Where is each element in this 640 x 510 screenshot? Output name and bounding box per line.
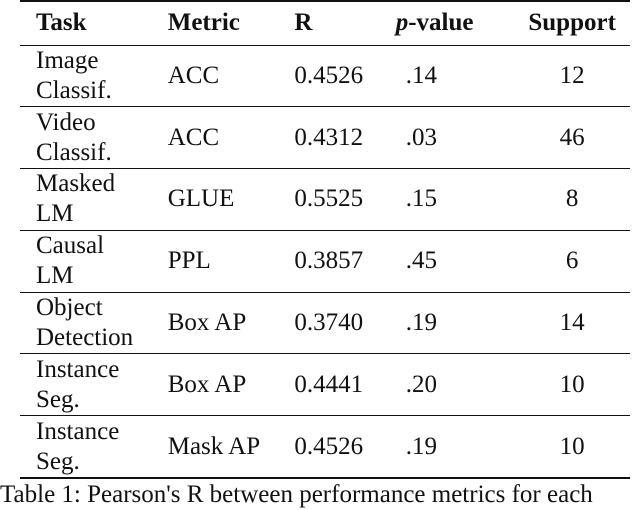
header-support: Support [514, 0, 630, 45]
header-p-value: p-value [393, 0, 515, 45]
cell-support: 12 [514, 44, 630, 107]
task-line-1: Masked [36, 170, 116, 198]
task-line-2: LM [36, 200, 74, 228]
table-row: Object Detection Box AP 0.3740.19 14 [20, 291, 630, 354]
table-row: Instance Seg. Mask AP 0.4526.19 10 [20, 415, 630, 480]
cell-r: 0.4526 [294, 44, 394, 107]
cell-r: 0.3857 [294, 229, 394, 293]
cell-p-value: .19 [393, 291, 515, 354]
task-line-1: Instance [36, 355, 120, 383]
task-line-1: Object [36, 294, 103, 322]
task-line-2: Classif. [36, 138, 112, 166]
task-line-2: Seg. [36, 447, 80, 475]
cell-metric: GLUE [167, 168, 295, 231]
table-caption: Table 1: Pearson's R between performance… [0, 481, 593, 508]
cell-support: 46 [514, 106, 630, 169]
results-table: Task Metric R p-value Support Image Class… [20, 0, 630, 480]
cell-support: 10 [514, 353, 630, 416]
cell-task: Instance Seg. [20, 353, 168, 416]
cell-task: Image Classif. [20, 44, 168, 107]
cell-task: Masked LM [20, 168, 168, 231]
cell-metric: Box AP [167, 353, 295, 416]
cell-p-value: .14 [393, 44, 515, 107]
table-row: Causal LM PPL 0.3857.45 6 [20, 229, 630, 293]
cell-p-value: .03 [393, 106, 515, 169]
header-p-italic: p [395, 9, 409, 37]
cell-support: 10 [514, 415, 630, 480]
cell-task: Causal LM [20, 229, 168, 293]
header-row: Task Metric R p-value Support [20, 0, 630, 45]
cell-p-value: .45 [393, 229, 515, 293]
cell-support: 6 [514, 229, 630, 293]
results-table-container: Task Metric R p-value Support Image Class… [20, 0, 630, 480]
cell-metric: Mask AP [167, 415, 295, 480]
cell-task: Video Classif. [20, 106, 168, 169]
cell-p-value: .19 [393, 415, 515, 480]
cell-r: 0.5525 [294, 168, 394, 231]
header-p-suffix: -value [408, 9, 474, 37]
table-row: Masked LM GLUE 0.5525.15 8 [20, 168, 630, 231]
cell-metric: ACC [167, 106, 295, 169]
task-line-1: Causal [36, 232, 105, 260]
task-line-1: Image [36, 46, 99, 74]
table-body: Image Classif. ACC 0.4526.14 12 Video Classif.… [20, 44, 630, 480]
cell-support: 14 [514, 291, 630, 354]
cell-metric: ACC [167, 44, 295, 107]
header-task: Task [20, 0, 168, 45]
table-row: Instance Seg. Box AP 0.4441.20 10 [20, 353, 630, 416]
cell-r: 0.4441 [294, 353, 394, 416]
cell-p-value: .15 [393, 168, 515, 231]
table-header: Task Metric R p-value Support [20, 0, 630, 45]
table-row: Image Classif. ACC 0.4526.14 12 [20, 44, 630, 107]
task-line-1: Video [36, 108, 96, 136]
cell-task: Object Detection [20, 291, 168, 354]
task-line-1: Instance [36, 417, 120, 445]
task-line-2: Seg. [36, 385, 80, 413]
header-r: R [294, 0, 394, 45]
header-metric: Metric [167, 0, 295, 45]
cell-r: 0.3740 [294, 291, 394, 354]
task-line-2: Detection [36, 324, 134, 352]
cell-support: 8 [514, 168, 630, 231]
table-row: Video Classif. ACC 0.4312.03 46 [20, 106, 630, 169]
cell-r: 0.4312 [294, 106, 394, 169]
cell-metric: PPL [167, 229, 295, 293]
cell-metric: Box AP [167, 291, 295, 354]
cell-r: 0.4526 [294, 415, 394, 480]
task-line-2: Classif. [36, 76, 112, 104]
cell-task: Instance Seg. [20, 415, 168, 480]
cell-p-value: .20 [393, 353, 515, 416]
task-line-2: LM [36, 262, 74, 290]
